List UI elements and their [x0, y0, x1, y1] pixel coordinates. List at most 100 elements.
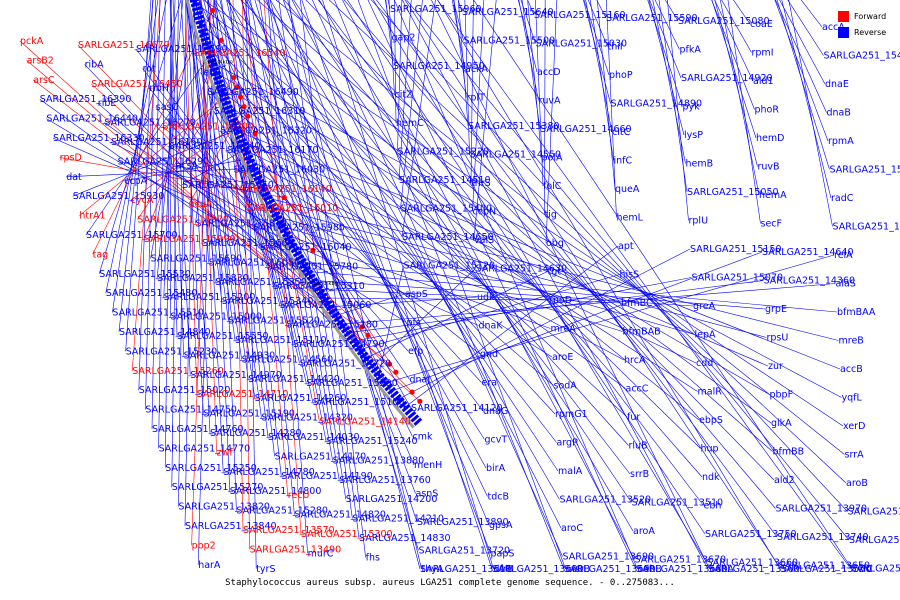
feature-label: glkA — [771, 418, 792, 429]
feature-label: SARLGA251_14560 — [242, 354, 334, 365]
feature-label: rpmA — [828, 136, 854, 147]
feature-leader — [370, 0, 848, 512]
feature-glyph — [294, 248, 298, 252]
feature-label: aroB — [846, 478, 868, 489]
feature-glyph — [370, 364, 374, 368]
feature-label: pckA — [20, 36, 44, 47]
feature-leader — [52, 137, 291, 242]
feature-leader — [222, 92, 626, 389]
feature-leader — [402, 0, 709, 570]
feature-glyph — [264, 193, 268, 197]
feature-leader — [180, 0, 204, 414]
feature-leader — [258, 0, 340, 480]
legend-swatch-reverse — [838, 26, 849, 38]
feature-label: msrB — [566, 564, 591, 575]
feature-label: SARLGA251_13600 — [492, 564, 584, 575]
feature-label: SARLGA251_15260 — [132, 366, 224, 377]
feature-label: pbpF — [770, 390, 794, 401]
feature-glyph — [234, 84, 240, 90]
feature-label: SARLGA251_15150 — [690, 244, 782, 255]
feature-glyph — [232, 120, 236, 124]
ruler-tick — [221, 65, 227, 68]
feature-label: efp — [408, 346, 423, 357]
feature-leader — [242, 0, 250, 550]
feature-leader — [213, 111, 317, 285]
feature-label: SARLGA251_16440 — [46, 114, 138, 125]
feature-label: ruvB — [758, 162, 780, 173]
feature-label: SARLGA251_16040 — [260, 242, 352, 253]
feature-label: SARLGA251_15280 — [236, 506, 328, 517]
feature-glyph — [306, 269, 310, 273]
feature-label: SARLGA251_15810 — [195, 219, 287, 230]
feature-label: SARLGA251_14210 — [352, 514, 444, 525]
feature-label: SARLGA251_13570 — [243, 525, 335, 536]
feature-leader — [227, 0, 416, 494]
feature-leader — [385, 0, 392, 38]
feature-glyph — [214, 71, 218, 75]
feature-leader — [357, 0, 566, 570]
feature-label: SARLGA251_13890 — [417, 517, 509, 528]
feature-label: SARLGA251_15160 — [534, 10, 626, 21]
feature-label: SARLGA251_13610 — [420, 564, 512, 575]
feature-label: rplU — [689, 216, 709, 227]
feature-glyph — [328, 305, 332, 309]
feature-label: aroC — [561, 523, 583, 534]
feature-glyph — [204, 41, 208, 45]
feature-leader — [394, 0, 638, 570]
feature-label: ackA — [465, 64, 489, 75]
feature-leader — [437, 0, 851, 569]
feature-label: SARLGA251_14420 — [248, 374, 340, 385]
feature-label: SARLGA251_16200 — [162, 122, 254, 133]
feature-label: SARLGA251_16540 — [194, 48, 286, 59]
feature-leader — [263, 0, 302, 535]
feature-leader — [117, 161, 267, 196]
feature-leader — [545, 0, 558, 244]
feature-label: SARLGA251_13840 — [185, 521, 277, 532]
genome-backbone-track — [185, 0, 423, 429]
feature-label: rpmG1 — [555, 409, 588, 420]
feature-label: SARLGA251_15220 — [398, 147, 490, 158]
ruler-tick — [328, 288, 333, 292]
feature-leader — [172, 0, 191, 375]
feature-glyph — [383, 381, 387, 385]
feature-glyph — [311, 278, 315, 282]
feature-glyph — [320, 292, 324, 296]
feature-label: SARLGA251_14030 — [268, 432, 360, 443]
feature-label: cvfC — [852, 564, 873, 575]
feature-leader — [472, 0, 485, 212]
feature-label: papS — [491, 549, 515, 560]
feature-leader — [288, 0, 360, 539]
feature-label: hisS — [620, 270, 640, 281]
feature-label: fur — [627, 412, 640, 423]
feature-glyph — [196, 11, 200, 15]
feature-glyph — [228, 110, 232, 114]
feature-label: ribE — [98, 98, 117, 109]
feature-label: SARLGA251_14770 — [159, 443, 251, 454]
feature-leader — [248, 0, 488, 497]
feature-label: SARLGA251_15110 — [235, 335, 327, 346]
feature-label: SARLGA251_13550 — [780, 564, 872, 575]
feature-leader — [215, 72, 770, 395]
feature-glyph — [241, 104, 247, 110]
feature-label: yqfL — [842, 393, 863, 404]
feature-label: radC — [831, 193, 854, 204]
feature-leader — [221, 0, 275, 457]
feature-leader-lines — [19, 0, 853, 570]
feature-label: SARLGA251_14120 — [411, 403, 503, 414]
feature-leader — [219, 82, 698, 392]
feature-label: SARLGA251_13690 — [563, 552, 655, 563]
feature-label: SARLGA251_14890 — [611, 99, 703, 110]
feature-label: folC — [543, 181, 562, 192]
feature-label: mreB — [839, 336, 864, 347]
feature-glyph — [281, 195, 287, 201]
feature-label: SARLGA251_14170 — [275, 451, 367, 462]
feature-label: tyrS — [256, 564, 275, 575]
feature-label: phoR — [755, 105, 780, 116]
feature-leader — [84, 64, 373, 367]
feature-label: SARLGA251_15300 — [301, 529, 393, 540]
feature-glyph — [314, 283, 318, 287]
feature-label: SARLGA251_15690 — [151, 253, 243, 264]
feature-leader — [342, 0, 635, 560]
feature-label: SARLGA251_14640 — [762, 247, 854, 258]
feature-label: SARLGA251_15200 — [164, 292, 256, 303]
